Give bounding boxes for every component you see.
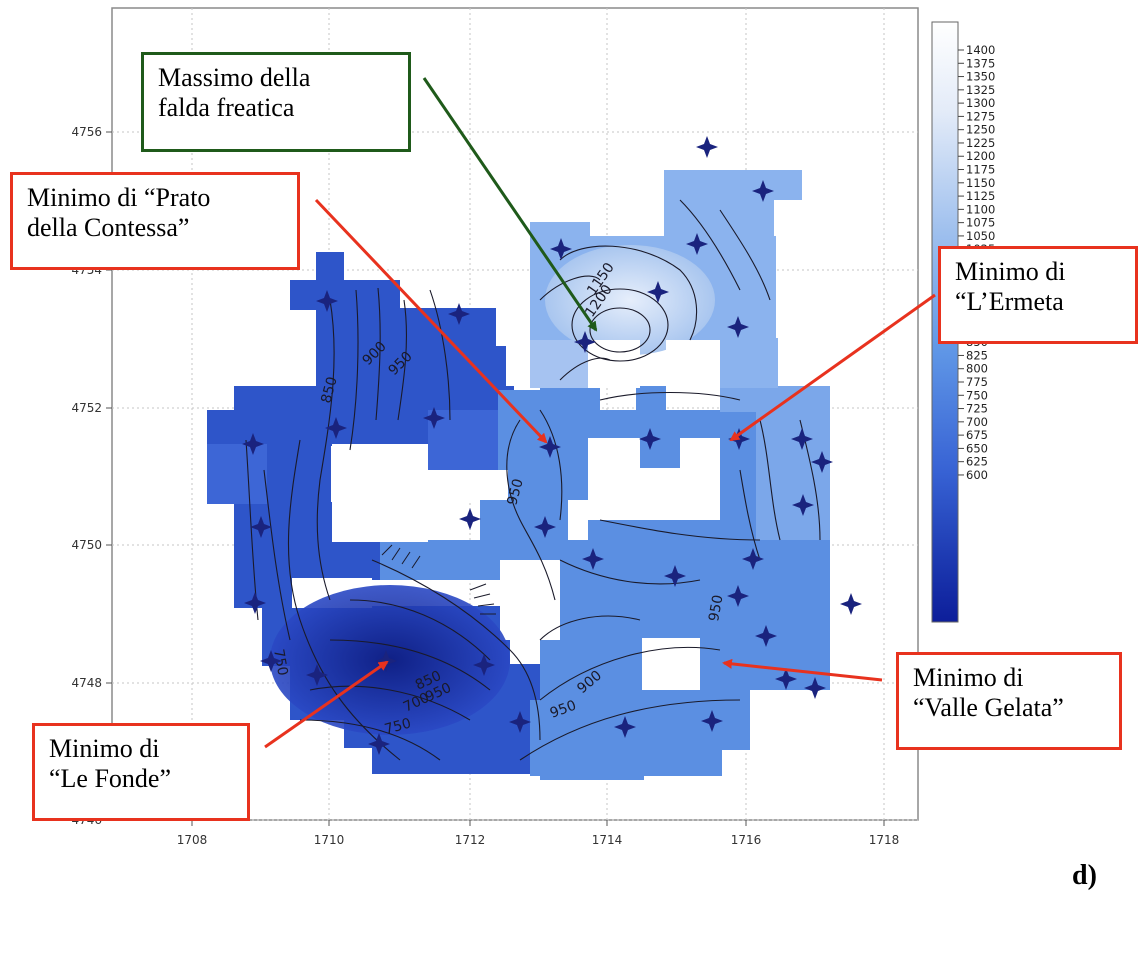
contour-label: 850: [318, 375, 340, 405]
well-marker: [804, 677, 826, 699]
annotation-valle-gelata: Minimo di “Valle Gelata”: [896, 652, 1122, 750]
x-tick-label: 1708: [177, 833, 208, 847]
well-marker: [701, 710, 723, 732]
colorbar-label: 1150: [966, 176, 995, 190]
contour-lines: [245, 199, 821, 761]
colorbar-label: 1375: [966, 56, 995, 70]
colorbar-label: 1075: [966, 216, 995, 230]
well-marker: [459, 508, 481, 530]
well-marker: [368, 733, 390, 755]
colorbar-label: 625: [966, 455, 988, 469]
domain-gaps: [292, 340, 720, 690]
aquifer-domain-east-light: [720, 386, 830, 540]
well-marker: [727, 316, 749, 338]
arrow-le-fonde: [264, 660, 389, 749]
x-tick-label: 1714: [592, 833, 623, 847]
annotation-ermeta: Minimo di “L’Ermeta: [938, 246, 1138, 344]
well-marker: [550, 238, 572, 260]
well-marker: [260, 650, 282, 672]
depression-hachures: [381, 544, 496, 615]
y-tick-label: 4748: [71, 676, 102, 690]
annotation-le-fonde: Minimo di “Le Fonde”: [32, 723, 250, 821]
well-marker: [582, 548, 604, 570]
well-marker: [448, 303, 470, 325]
colorbar-label: 800: [966, 362, 988, 376]
y-tick-label: 4750: [71, 538, 102, 552]
colorbar-label: 1275: [966, 109, 995, 123]
well-marker: [811, 451, 833, 473]
well-marker: [664, 565, 686, 587]
well-marker: [775, 668, 797, 690]
x-tick-label: 1710: [314, 833, 345, 847]
groundwater-high-shading: [545, 245, 715, 355]
well-marker: [696, 136, 718, 158]
colorbar-label: 1350: [966, 70, 995, 84]
contour-label: 950: [504, 477, 526, 507]
colorbar-label: 600: [966, 468, 988, 482]
well-marker: [306, 664, 328, 686]
colorbar-label: 1125: [966, 189, 995, 203]
colorbar-label: 1325: [966, 83, 995, 97]
colorbar-label: 825: [966, 348, 988, 362]
annotation-massimo-falda: Massimo della falda freatica: [141, 52, 411, 152]
colorbar-label: 700: [966, 415, 988, 429]
well-marker: [244, 592, 266, 614]
arrow-massimo-falda: [422, 77, 598, 332]
well-marker: [423, 407, 445, 429]
contour-label: 750: [270, 648, 290, 677]
well-marker: [840, 593, 862, 615]
arrow-prato-contessa: [314, 198, 548, 444]
well-marker: [727, 585, 749, 607]
colorbar-label: 1300: [966, 96, 995, 110]
x-tick-label: 1718: [869, 833, 900, 847]
colorbar-label: 775: [966, 375, 988, 389]
well-marker: [752, 180, 774, 202]
colorbar-label: 650: [966, 441, 988, 455]
well-marker: [755, 625, 777, 647]
y-tick-label: 4752: [71, 401, 102, 415]
colorbar-label: 725: [966, 402, 988, 416]
well-marker: [473, 654, 495, 676]
colorbar-label: 1225: [966, 136, 995, 150]
well-marker: [509, 711, 531, 733]
well-marker: [742, 548, 764, 570]
colorbar-label: 1250: [966, 123, 995, 137]
well-marker: [647, 281, 669, 303]
colorbar-label: 1050: [966, 229, 995, 243]
well-marker: [686, 233, 708, 255]
x-tick-label: 1712: [455, 833, 486, 847]
contour-label: 750: [383, 715, 413, 737]
well-marker: [791, 428, 813, 450]
arrow-ermeta: [729, 293, 936, 442]
well-marker: [574, 331, 596, 353]
colorbar-label: 750: [966, 388, 988, 402]
contour-label: 950: [706, 594, 726, 623]
well-marker: [250, 516, 272, 538]
well-marker: [325, 417, 347, 439]
colorbar-label: 1100: [966, 202, 995, 216]
colorbar-label: 1175: [966, 163, 995, 177]
well-marker: [242, 433, 264, 455]
arrow-valle-gelata: [722, 658, 883, 682]
panel-letter: d): [1072, 860, 1097, 891]
well-marker: [539, 436, 561, 458]
colorbar-label: 1200: [966, 149, 995, 163]
colorbar-label: 675: [966, 428, 988, 442]
well-marker: [639, 428, 661, 450]
aquifer-domain-west-light: [207, 410, 508, 504]
well-marker: [316, 290, 338, 312]
colorbar-label: 1400: [966, 43, 995, 57]
well-marker: [614, 716, 636, 738]
annotation-prato-contessa: Minimo di “Prato della Contessa”: [10, 172, 300, 270]
x-tick-label: 1716: [731, 833, 762, 847]
well-marker: [792, 494, 814, 516]
well-marker: [534, 516, 556, 538]
y-tick-label: 4756: [71, 125, 102, 139]
x-axis: 1708 1710 1712 1714 1716 1718: [177, 833, 900, 847]
well-markers: [242, 136, 862, 755]
